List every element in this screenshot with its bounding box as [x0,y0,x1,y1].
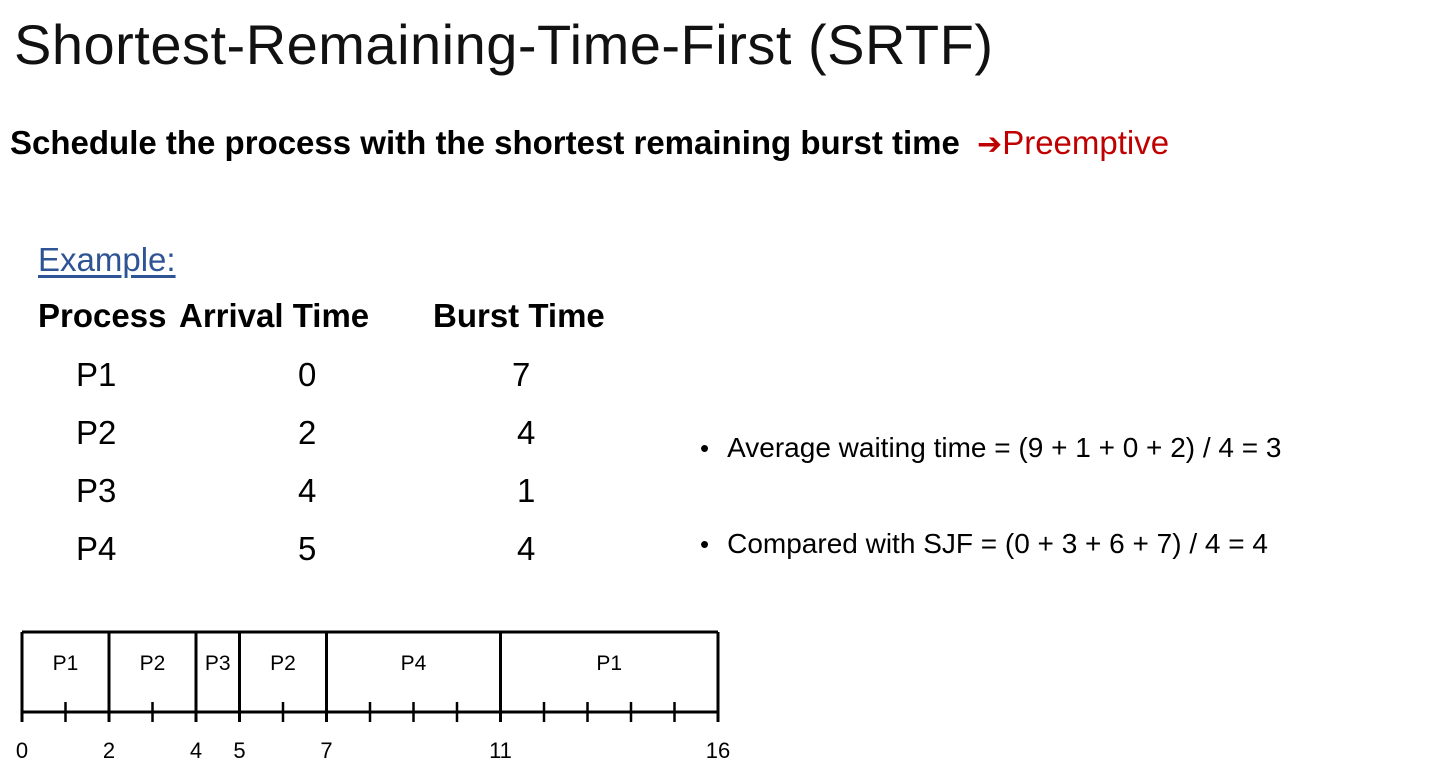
table-cell-arrival: 4 [298,472,317,509]
slide-subtitle: Schedule the process with the shortest r… [10,124,1169,162]
table-header-process: Process [38,297,167,334]
bullet-icon: • [700,433,710,463]
gantt-tick-label: 5 [233,738,245,763]
arrow-right-icon: ➔ [977,128,1003,161]
table-cell-arrival: 2 [298,414,317,451]
table-cell-burst: 1 [517,472,536,509]
gantt-tick-label: 0 [16,738,28,763]
table-cell-process: P4 [76,530,117,567]
table-cell-burst: 4 [517,414,536,451]
slide-title: Shortest-Remaining-Time-First (SRTF) [14,13,994,76]
gantt-tick-label: 2 [103,738,115,763]
table-cell-process: P2 [76,414,117,451]
table-cell-burst: 7 [512,356,531,393]
gantt-tick-label: 4 [190,738,202,763]
table-header-burst: Burst Time [433,297,605,334]
gantt-segment-label: P1 [596,652,622,675]
gantt-segment-label: P2 [270,652,296,675]
gantt-segment-label: P4 [401,652,427,675]
list-item: • Average waiting time = (9 + 1 + 0 + 2) … [700,432,1281,464]
gantt-tick-label: 16 [706,738,730,763]
bullet-icon: • [700,529,710,559]
table-cell-process: P3 [76,472,117,509]
gantt-segment-label: P3 [205,652,231,675]
gantt-tick-label: 11 [489,738,512,763]
table-cell-arrival: 5 [298,530,317,567]
bullet-text: Average waiting time = (9 + 1 + 0 + 2) /… [727,432,1282,463]
subtitle-highlight: Preemptive [1002,124,1170,161]
gantt-tick-label: 7 [320,738,332,763]
table-header-arrival: Arrival Time [179,297,370,334]
example-heading: Example: [38,241,176,278]
subtitle-bold-text: Schedule the process with the shortest r… [10,124,960,161]
gantt-segment-label: P2 [140,652,166,675]
table-cell-arrival: 0 [298,356,317,393]
list-item: • Compared with SJF = (0 + 3 + 6 + 7) / 4… [700,528,1268,560]
table-cell-burst: 4 [517,530,536,567]
table-cell-process: P1 [76,356,117,393]
bullet-text: Compared with SJF = (0 + 3 + 6 + 7) / 4 … [727,528,1268,559]
gantt-segment-label: P1 [53,652,79,675]
